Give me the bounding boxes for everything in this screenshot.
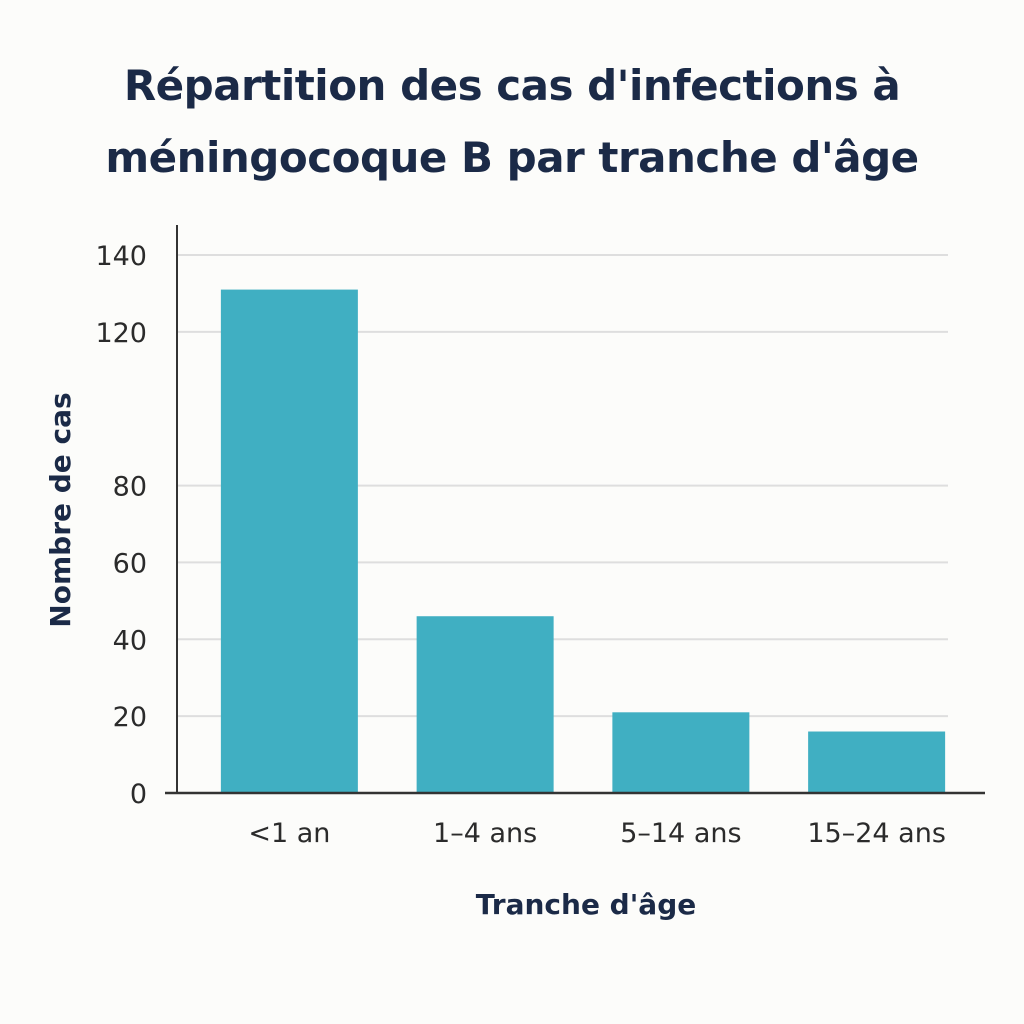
y-tick-label: 40 (113, 625, 147, 656)
bars (220, 289, 946, 793)
tick-labels: 0 20 40 60 80 120 140 <1 an 1–4 ans 5–14 ans 15–24… (95, 241, 945, 849)
chart-title: Répartition des cas d'infections à ménin… (0, 50, 1024, 194)
axes (165, 225, 985, 795)
y-tick-label: 140 (95, 241, 147, 272)
bar (220, 289, 358, 793)
bar (416, 616, 554, 793)
bar (808, 731, 946, 793)
x-tick-label: 5–14 ans (620, 818, 741, 849)
x-tick-label: 15–24 ans (807, 818, 946, 849)
y-tick-label: 120 (95, 318, 147, 349)
y-tick-label: 20 (113, 702, 147, 733)
y-tick-label: 0 (130, 779, 147, 810)
y-tick-label: 60 (113, 548, 147, 579)
chart-title-line-2: méningocoque B par tranche d'âge (105, 133, 919, 182)
chart-title-line-1: Répartition des cas d'infections à (123, 61, 901, 110)
x-tick-label: <1 an (248, 818, 330, 849)
y-axis-label: Nombre de cas (44, 392, 77, 627)
x-axis-label: Tranche d'âge (476, 888, 696, 921)
x-tick-label: 1–4 ans (433, 818, 537, 849)
y-tick-label: 80 (113, 472, 147, 503)
bar (612, 712, 750, 793)
